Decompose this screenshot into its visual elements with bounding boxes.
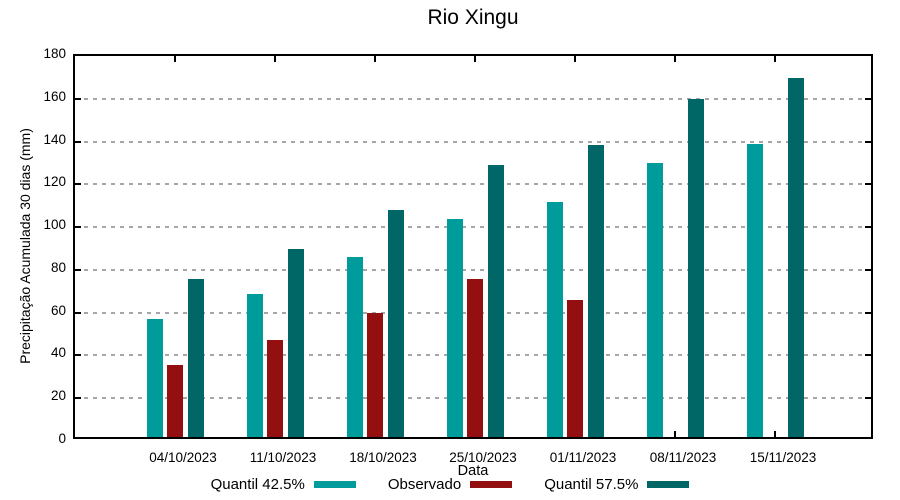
gridline-140 — [75, 140, 871, 143]
gridline-120 — [75, 183, 871, 186]
x-tick-top-0 — [174, 56, 176, 62]
y-tick-label-0: 0 — [58, 431, 66, 446]
y-tick-label-60: 60 — [50, 302, 66, 318]
bar-series1-cat4 — [567, 300, 583, 437]
y-tick-label-40: 40 — [50, 345, 66, 361]
y-tick-right-80 — [865, 268, 871, 271]
y-tick-right-120 — [865, 183, 871, 186]
bar-series0-cat1 — [246, 293, 263, 437]
x-tick-label-5: 08/11/2023 — [649, 450, 717, 465]
y-tick-right-100 — [865, 226, 871, 229]
bar-series0-cat6 — [746, 143, 763, 437]
y-tick-right-20 — [865, 397, 871, 400]
y-tick-left-20 — [75, 397, 81, 400]
legend-label-0: Quantil 42.5% — [210, 476, 305, 493]
y-tick-left-80 — [75, 268, 81, 271]
legend-entry-2: Quantil 57.5% — [544, 476, 690, 493]
x-tick-bottom-5 — [674, 431, 676, 437]
x-tick-label-0: 04/10/2023 — [149, 450, 217, 465]
legend-swatch-1 — [470, 481, 513, 488]
bar-series0-cat2 — [346, 257, 363, 437]
y-axis-label: Precipitação Acumulada 30 dias (mm) — [17, 128, 33, 364]
bar-series1-cat3 — [467, 278, 483, 437]
y-tick-right-140 — [865, 140, 871, 143]
legend-entry-0: Quantil 42.5% — [211, 476, 356, 493]
y-tick-label-180: 180 — [43, 46, 66, 61]
bar-series2-cat5 — [687, 99, 704, 437]
y-tick-left-40 — [75, 354, 81, 357]
legend: Quantil 42.5% Observado Quantil 57.5% — [0, 476, 900, 493]
gridline-160 — [75, 97, 871, 100]
bar-series2-cat1 — [287, 248, 304, 437]
y-tick-left-120 — [75, 183, 81, 186]
bar-series0-cat0 — [146, 319, 163, 437]
legend-label-2: Quantil 57.5% — [544, 476, 639, 493]
bar-series1-cat1 — [267, 339, 283, 437]
x-axis-label: Data — [457, 463, 489, 479]
bar-series2-cat0 — [187, 278, 204, 437]
bar-series0-cat5 — [646, 163, 663, 437]
x-tick-top-6 — [774, 56, 776, 62]
y-tick-label-140: 140 — [43, 131, 66, 147]
x-tick-top-4 — [574, 56, 576, 62]
y-tick-left-60 — [75, 311, 81, 314]
gridline-100 — [75, 226, 871, 229]
legend-label-1: Observado — [387, 476, 462, 493]
bar-series0-cat3 — [446, 218, 463, 437]
bar-series0-cat4 — [546, 201, 563, 437]
x-tick-top-5 — [674, 56, 676, 62]
x-tick-label-1: 11/10/2023 — [249, 450, 317, 465]
y-tick-label-120: 120 — [43, 174, 66, 190]
y-tick-left-100 — [75, 226, 81, 229]
legend-swatch-2 — [647, 481, 690, 488]
chart-title: Rio Xingu — [427, 6, 519, 29]
y-tick-left-160 — [75, 97, 81, 100]
legend-entry-1: Observado — [387, 476, 513, 493]
y-tick-right-160 — [865, 97, 871, 100]
bar-series2-cat4 — [587, 145, 604, 437]
y-tick-label-100: 100 — [43, 217, 66, 233]
y-tick-right-60 — [865, 311, 871, 314]
y-tick-label-160: 160 — [43, 88, 66, 104]
bar-series2-cat2 — [387, 210, 404, 437]
x-tick-top-2 — [374, 56, 376, 62]
y-tick-right-40 — [865, 354, 871, 357]
x-tick-label-4: 01/11/2023 — [549, 450, 617, 465]
legend-swatch-0 — [313, 481, 356, 488]
x-tick-top-3 — [474, 56, 476, 62]
bar-series1-cat0 — [167, 365, 183, 437]
x-tick-bottom-6 — [774, 431, 776, 437]
gridline-80 — [75, 268, 871, 271]
x-tick-label-2: 18/10/2023 — [349, 450, 417, 465]
y-tick-label-20: 20 — [50, 388, 66, 404]
x-tick-label-3: 25/10/2023 — [449, 450, 517, 465]
bar-series2-cat6 — [787, 77, 804, 437]
y-tick-label-80: 80 — [50, 259, 66, 275]
x-tick-top-1 — [274, 56, 276, 62]
plot-area — [73, 54, 873, 439]
x-tick-label-6: 15/11/2023 — [749, 450, 817, 465]
bar-series1-cat2 — [367, 312, 383, 437]
y-tick-left-140 — [75, 140, 81, 143]
bar-series2-cat3 — [487, 165, 504, 437]
